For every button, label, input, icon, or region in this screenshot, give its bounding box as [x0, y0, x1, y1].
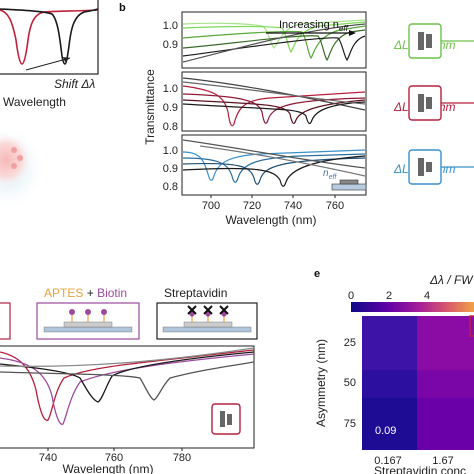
- spectrum-line: [182, 93, 366, 124]
- xtick: 760: [105, 452, 123, 464]
- xtick: 760: [326, 200, 344, 212]
- panel-d-curves: [0, 347, 255, 425]
- spectrum-line: [182, 23, 366, 63]
- panel-label-b: b: [119, 2, 126, 14]
- shift-arrow: [25, 57, 71, 71]
- panel-d-device-icon: [211, 403, 241, 435]
- panel-b-middle-frame: [181, 71, 367, 132]
- shift-arrowhead: [63, 57, 70, 62]
- spectrum-line: [182, 29, 366, 62]
- xtick: 740: [284, 200, 302, 212]
- panel-b-yticks: 1.0 0.9 1.0 0.9 0.8 1.0 0.9 0.8: [163, 20, 178, 193]
- panel-b-legend: ΔL = 25 nm ΔL = 50 nm ΔL = 75 nm: [393, 23, 474, 185]
- heatmap-cell: [362, 316, 417, 370]
- panel-b-xlabel: Wavelength (nm): [226, 213, 317, 227]
- panel-b-top-frame: [181, 11, 367, 69]
- ytick: 0.9: [163, 163, 178, 175]
- colorbar-tick: 2: [386, 290, 392, 302]
- spectrum-line: [182, 81, 366, 105]
- spectrum-line: [0, 351, 255, 403]
- panel-a-xlabel: Wavelength: [3, 95, 66, 109]
- spectrum-line: [182, 139, 366, 169]
- spectrum-line: [182, 157, 366, 185]
- spectrum-line: [182, 77, 366, 111]
- panel-a-black-resonance: [0, 8, 99, 65]
- stage-box-cropped: [0, 302, 11, 340]
- panel-label-e: e: [314, 268, 320, 280]
- ytick: 0.9: [163, 102, 178, 114]
- ytick: 50: [344, 377, 356, 389]
- heatmap-highlight: [469, 315, 474, 337]
- panel-b-bottom-curves: [182, 139, 366, 187]
- xtick: 720: [243, 200, 261, 212]
- panel-b-middle-curves: [182, 77, 366, 127]
- biotin-molecules: [69, 309, 107, 322]
- panel-e: e Δλ / FW 0 2 4 0.09 25 50 75 Asymmetry …: [314, 268, 474, 474]
- ytick: 0.9: [163, 39, 178, 51]
- heatmap-cell-value: 0.09: [375, 425, 396, 437]
- heatmap-cell: [417, 398, 474, 450]
- xtick: 780: [173, 452, 191, 464]
- device-icon-50nm: [408, 85, 442, 121]
- spectrum-line: [182, 155, 366, 187]
- colorbar-tick: 0: [348, 290, 354, 302]
- panel-a-red-resonance: [0, 9, 99, 65]
- heatmap-cell: [417, 316, 474, 370]
- panel-d-plot-frame: [0, 345, 255, 449]
- spectrum-line: [0, 347, 255, 368]
- colorbar-tick: 4: [424, 290, 430, 302]
- panel-e-xlabel: Streptavidin conc: [374, 464, 466, 474]
- stage-label-streptavidin: Streptavidin: [164, 286, 227, 300]
- panel-e-ylabel: Asymmetry (nm): [314, 339, 328, 427]
- panel-d-xticks: 740 760 780: [39, 448, 191, 464]
- panel-b-ylabel: Transmittance: [143, 69, 157, 145]
- panel-d: APTES + Biotin Streptavidin: [0, 286, 258, 474]
- ytick: 25: [344, 337, 356, 349]
- spectrum-line: [182, 99, 366, 124]
- panel-a-frame: [0, 0, 99, 75]
- xtick: 1.67: [432, 455, 453, 467]
- spectrum-line: [0, 361, 255, 401]
- ytick: 1.0: [163, 20, 178, 32]
- svg-text:neff: neff: [323, 168, 337, 181]
- shift-label: Shift Δλ: [54, 77, 95, 91]
- panel-a: Shift Δλ Wavelength: [0, 0, 99, 109]
- panel-b-bottom-frame: [181, 134, 367, 196]
- spectrum-line: [0, 349, 255, 421]
- spectrum-line: [182, 101, 366, 125]
- xtick: 700: [202, 200, 220, 212]
- colorbar: [351, 302, 474, 312]
- ytick: 0.8: [163, 121, 178, 133]
- ytick: 75: [344, 418, 356, 430]
- increasing-neff-annotation: Increasing neff: [266, 19, 356, 36]
- spectrum-line: [0, 353, 255, 425]
- ytick: 0.8: [163, 181, 178, 193]
- panel-b-top-curves: [182, 19, 366, 63]
- panel-b-xticks: 700 720 740 760: [202, 195, 344, 212]
- increasing-neff-text: Increasing neff: [279, 19, 349, 33]
- panel-d-xlabel: Wavelength (nm): [63, 462, 154, 474]
- panel-e-title: Δλ / FW: [429, 273, 474, 287]
- colorbar-ticks: 0 2 4: [348, 290, 430, 302]
- device-icon-25nm: [408, 23, 442, 59]
- spectrum-line: [182, 25, 366, 60]
- xtick: 0.167: [374, 455, 402, 467]
- heatmap-cell: [417, 370, 474, 398]
- streptavidin-molecules: [187, 305, 229, 322]
- xtick: 740: [39, 452, 57, 464]
- panel-e-yticks: 25 50 75: [344, 337, 356, 430]
- heatmap-cell: [362, 398, 417, 450]
- panel-e-xticks: 0.167 1.67: [374, 455, 453, 467]
- neff-inset: neff: [323, 168, 367, 191]
- ytick: 1.0: [163, 145, 178, 157]
- heatmap-cell: [362, 370, 417, 398]
- spectrum-line: [182, 35, 366, 62]
- device-icon-75nm: [408, 149, 442, 185]
- stage-label-aptes-biotin: APTES + Biotin: [44, 286, 127, 300]
- panel-c-device: [0, 124, 48, 212]
- ytick: 1.0: [163, 83, 178, 95]
- spectrum-line: [199, 145, 366, 177]
